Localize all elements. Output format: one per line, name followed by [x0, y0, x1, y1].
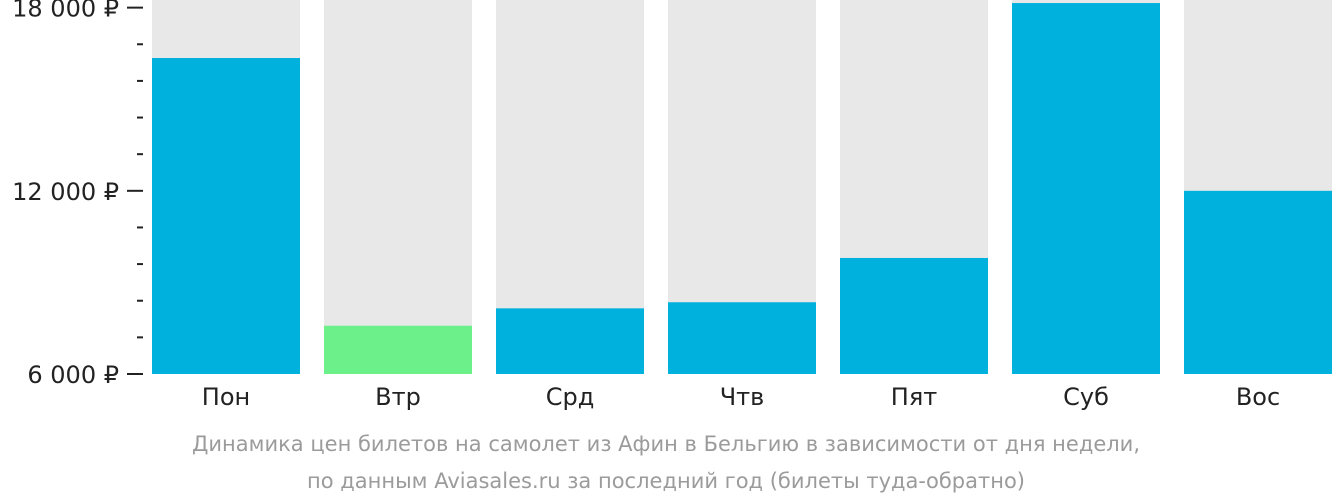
y-tick-label: 12 000 ₽ — [12, 178, 119, 206]
x-tick-label: Пят — [891, 383, 937, 411]
bar-6[interactable] — [1012, 3, 1160, 374]
x-tick-label: Пон — [202, 383, 250, 411]
bar-2[interactable] — [324, 325, 472, 374]
bar-4[interactable] — [668, 302, 816, 374]
x-tick-label: Вос — [1236, 383, 1280, 411]
bar-background-2 — [324, 0, 472, 374]
bar-7[interactable] — [1184, 190, 1332, 374]
chart-caption-line-1: Динамика цен билетов на самолет из Афин … — [191, 432, 1140, 456]
x-tick-label: Срд — [546, 383, 595, 411]
chart-caption-line-2: по данным Aviasales.ru за последний год … — [307, 469, 1025, 493]
x-tick-label: Чтв — [720, 383, 765, 411]
y-axis: 6 000 ₽ 12 000 ₽ 18 000 ₽ — [12, 0, 143, 389]
bar-3[interactable] — [496, 308, 644, 374]
x-tick-label: Втр — [375, 383, 421, 411]
y-tick-label: 18 000 ₽ — [12, 0, 119, 23]
bar-5[interactable] — [840, 257, 988, 374]
x-axis: Пон Втр Срд Чтв Пят Суб Вос — [202, 383, 1280, 411]
bar-1[interactable] — [152, 58, 300, 374]
bars-layer — [152, 0, 1332, 374]
y-tick-label: 6 000 ₽ — [27, 361, 119, 389]
x-tick-label: Суб — [1063, 383, 1109, 411]
